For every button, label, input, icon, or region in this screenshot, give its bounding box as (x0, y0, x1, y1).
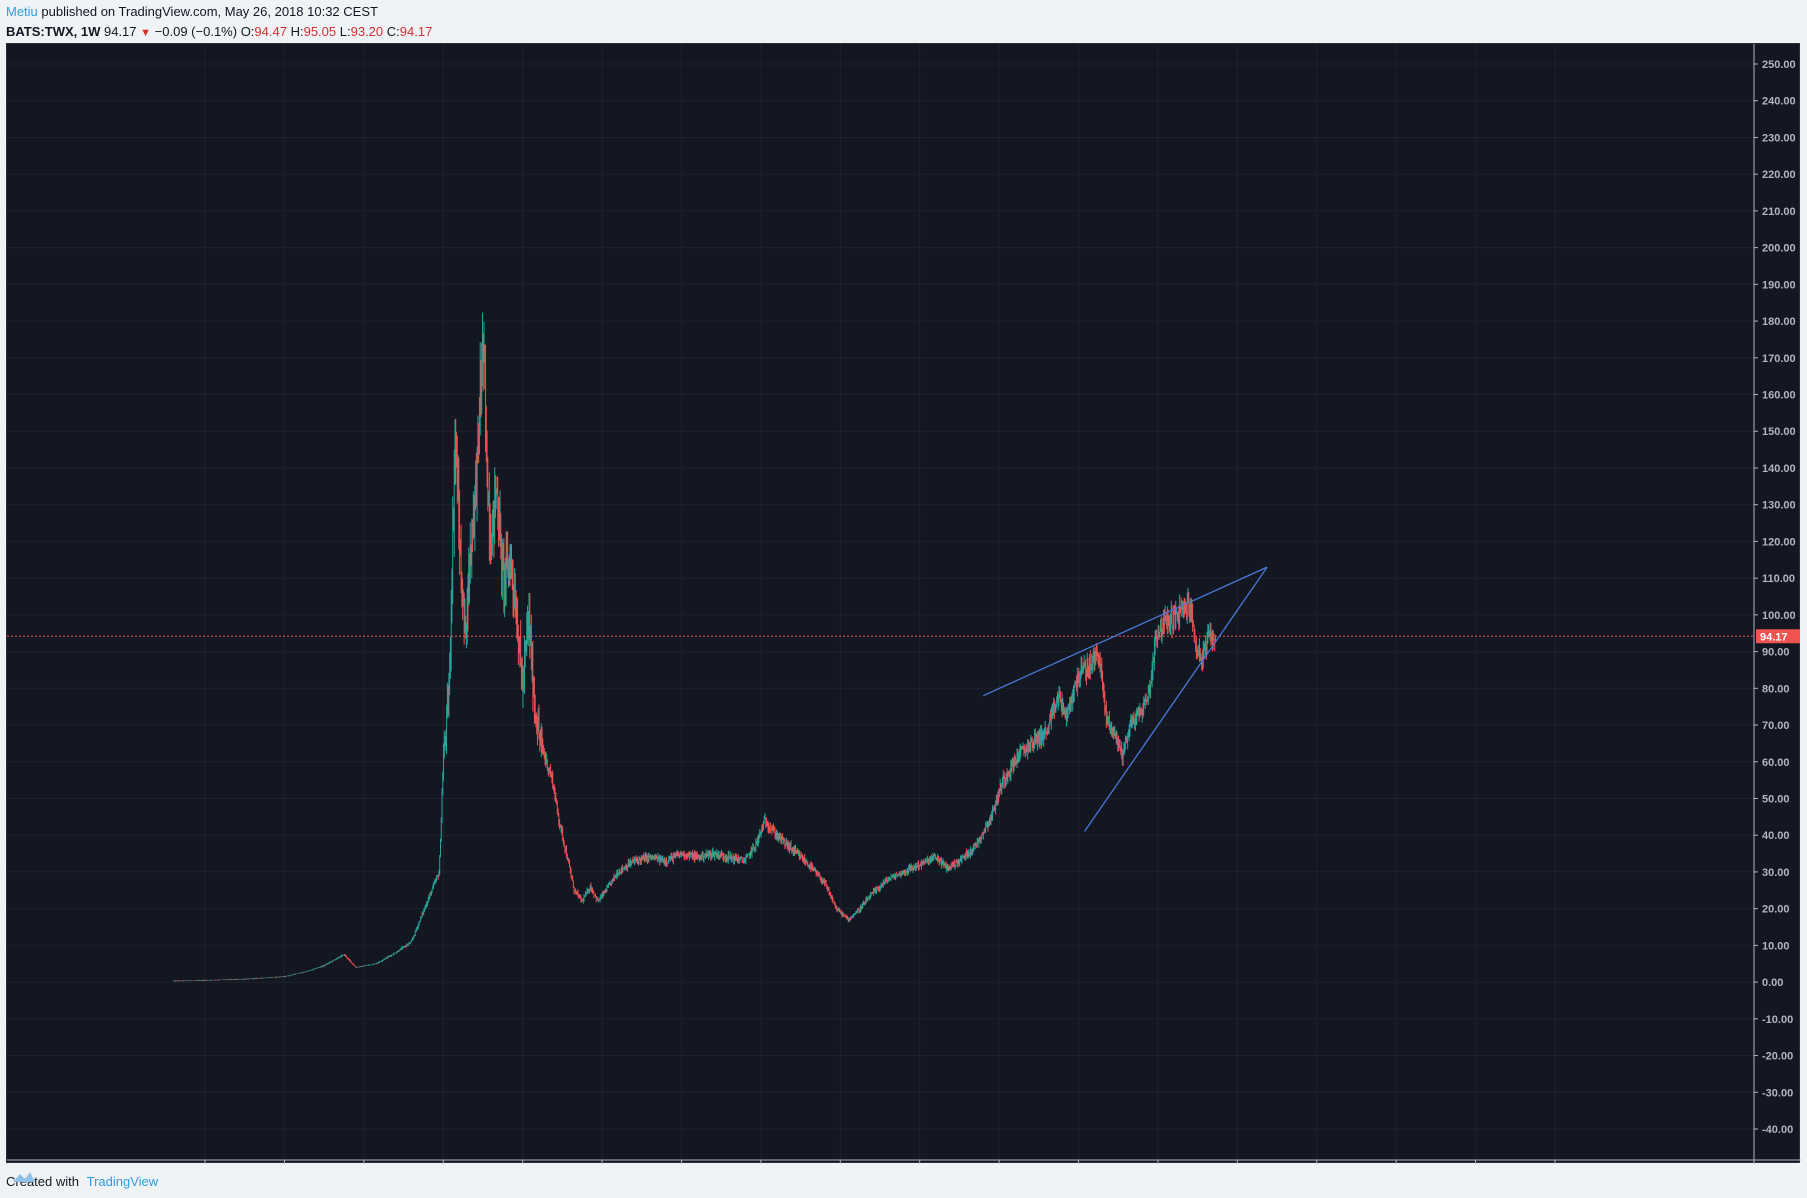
chart-header: Metiu published on TradingView.com, May … (6, 2, 1796, 42)
price-tick-label: 40.00 (1762, 830, 1790, 842)
price-tick-label: 190.00 (1762, 279, 1796, 291)
last-price-badge (1756, 629, 1800, 644)
price-tick-label: -20.00 (1762, 1051, 1793, 1063)
price-tick-label: 220.00 (1762, 169, 1796, 181)
close-key: C: (386, 24, 400, 39)
price-tick-label: 30.00 (1762, 867, 1790, 879)
price-tick-label: 160.00 (1762, 390, 1796, 402)
publish-line: Metiu published on TradingView.com, May … (6, 2, 1796, 22)
price-tick-label: 180.00 (1762, 316, 1796, 328)
price-tick-label: 70.00 (1762, 720, 1790, 732)
price-tick-label: -30.00 (1762, 1087, 1793, 1099)
open-value: 94.47 (254, 24, 287, 39)
price-tick-label: 150.00 (1762, 426, 1796, 438)
price-tick-label: 250.00 (1762, 59, 1796, 71)
price-tick-label: 210.00 (1762, 206, 1796, 218)
candles (172, 312, 1217, 982)
price-tick-label: 60.00 (1762, 757, 1790, 769)
price-tick-label: 170.00 (1762, 353, 1796, 365)
low-value: 93.20 (350, 24, 384, 39)
symbol-legend: BATS:TWX, 1W 94.17 ▼ −0.09 (−0.1%) O:94.… (6, 22, 1796, 42)
high-key: H: (290, 24, 304, 39)
price-tick-label: 20.00 (1762, 904, 1790, 916)
price-tick-label: 130.00 (1762, 500, 1796, 512)
price-tick-label: 140.00 (1762, 463, 1796, 475)
tradingview-logo-icon (13, 1172, 35, 1182)
tradingview-link[interactable]: TradingView (86, 1174, 159, 1189)
footer: Created with TradingView (6, 1170, 158, 1194)
last-price-label: 94.17 (1760, 631, 1788, 643)
last-price-text: 94.17 (103, 24, 137, 39)
change-text: −0.09 (−0.1%) (154, 24, 238, 39)
lower-trendline[interactable] (1083, 566, 1268, 832)
price-tick-label: 200.00 (1762, 243, 1796, 255)
open-key: O: (240, 24, 255, 39)
price-tick-label: -10.00 (1762, 1014, 1793, 1026)
published-text: published on TradingView.com, May 26, 20… (41, 4, 378, 19)
price-tick-label: 120.00 (1762, 536, 1796, 548)
price-tick-label: 110.00 (1762, 573, 1795, 585)
price-tick-label: 50.00 (1762, 793, 1790, 805)
chart-pane[interactable]: 250.00 240.00 230.00 220.00 210.00 200.00 190.… (6, 43, 1801, 1164)
symbol-label[interactable]: BATS:TWX, 1W (6, 24, 101, 39)
created-with-text: Created with (6, 1174, 79, 1189)
price-tick-label: 240.00 (1762, 96, 1796, 108)
low-key: L: (339, 24, 351, 39)
price-tick-label: 10.00 (1762, 940, 1790, 952)
upper-trendline[interactable] (982, 566, 1268, 697)
close-value: 94.17 (399, 24, 433, 39)
price-tick-label: -40.00 (1762, 1124, 1793, 1136)
price-chart-svg[interactable]: 250.00 240.00 230.00 220.00 210.00 200.00 190.… (7, 44, 1801, 1164)
price-tick-label: 80.00 (1762, 683, 1790, 695)
high-value: 95.05 (303, 24, 337, 39)
price-tick-label: 100.00 (1762, 610, 1796, 622)
price-tick-label: 90.00 (1762, 647, 1790, 659)
author-link[interactable]: Metiu (6, 4, 38, 19)
price-tick-label: 0.00 (1762, 977, 1783, 989)
down-arrow-icon: ▼ (140, 27, 152, 39)
price-tick-label: 230.00 (1762, 132, 1796, 144)
